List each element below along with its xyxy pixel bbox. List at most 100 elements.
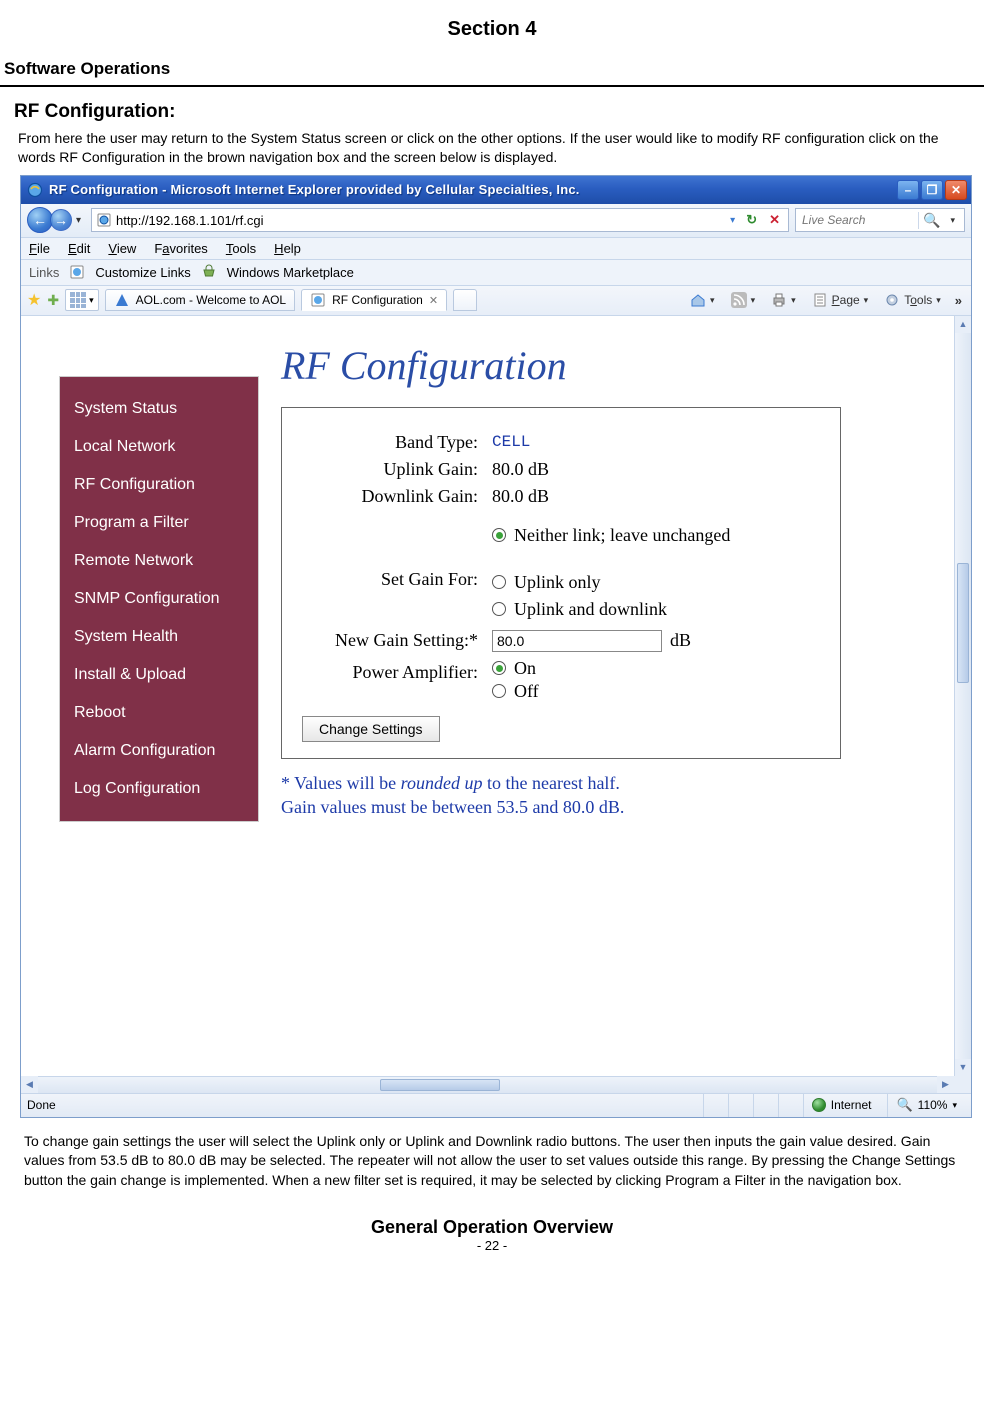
footer-title: General Operation Overview xyxy=(0,1217,984,1238)
radio-icon xyxy=(492,684,506,698)
radio-pa-off[interactable]: Off xyxy=(492,681,820,702)
page-menu[interactable]: Page▾ xyxy=(807,292,874,308)
home-icon xyxy=(690,292,706,308)
footer-page: - 22 - xyxy=(0,1238,984,1253)
horizontal-scrollbar[interactable]: ◀ ▶ xyxy=(21,1076,971,1093)
tab-rf-config[interactable]: RF Configuration ✕ xyxy=(301,289,447,311)
address-bar[interactable]: ▾ ↻ ✕ xyxy=(91,208,789,232)
sidebar-item-snmp-config[interactable]: SNMP Configuration xyxy=(72,581,248,617)
band-type-label: Band Type: xyxy=(302,432,492,453)
menu-edit[interactable]: Edit xyxy=(68,241,90,256)
new-gain-label: New Gain Setting:* xyxy=(302,630,492,651)
radio-pa-on-label: On xyxy=(514,658,536,679)
radio-icon xyxy=(492,575,506,589)
downlink-gain-label: Downlink Gain: xyxy=(302,486,492,507)
sidebar-item-rf-configuration[interactable]: RF Configuration xyxy=(72,467,248,503)
set-gain-label: Set Gain For: xyxy=(302,525,492,590)
radio-neither[interactable]: Neither link; leave unchanged xyxy=(492,525,820,546)
page-menu-icon xyxy=(812,292,828,308)
sidebar-item-reboot[interactable]: Reboot xyxy=(72,695,248,731)
tab-close-icon[interactable]: ✕ xyxy=(429,294,438,307)
hscroll-thumb[interactable] xyxy=(380,1079,500,1091)
toolbar-overflow[interactable]: » xyxy=(952,293,965,308)
feeds-button[interactable]: ▾ xyxy=(726,292,761,308)
window-title: RF Configuration - Microsoft Internet Ex… xyxy=(49,182,580,197)
menu-help[interactable]: Help xyxy=(274,241,301,256)
refresh-button[interactable]: ↻ xyxy=(742,212,761,228)
page-icon xyxy=(96,212,112,228)
radio-neither-label: Neither link; leave unchanged xyxy=(514,525,730,546)
status-sep1 xyxy=(703,1094,720,1117)
note-2: Gain values must be between 53.5 and 80.… xyxy=(281,797,624,817)
title-bar: RF Configuration - Microsoft Internet Ex… xyxy=(21,176,971,204)
menu-file[interactable]: File xyxy=(29,241,50,256)
zoom-value: 110% xyxy=(918,1098,948,1112)
sidebar-item-system-status[interactable]: System Status xyxy=(72,391,248,427)
sidebar-item-local-network[interactable]: Local Network xyxy=(72,429,248,465)
tools-menu[interactable]: Tools▾ xyxy=(879,292,946,308)
subheading: Software Operations xyxy=(4,59,984,79)
link-customize[interactable]: Customize Links xyxy=(95,265,190,280)
menu-view[interactable]: View xyxy=(108,241,136,256)
nav-bar: ← → ▾ ▾ ↻ ✕ 🔍 ▾ xyxy=(21,204,971,238)
nav-history-dropdown[interactable]: ▾ xyxy=(72,215,85,226)
tab-aol-label: AOL.com - Welcome to AOL xyxy=(136,293,287,307)
tabs-bar: ★ ✚ ▾ AOL.com - Welcome to AOL RF Config… xyxy=(21,286,971,316)
add-favorite-button[interactable]: ✚ xyxy=(47,292,59,309)
close-button[interactable]: ✕ xyxy=(945,180,967,200)
pa-label: Power Amplifier: xyxy=(302,658,492,683)
page-menu-label: Page xyxy=(832,293,860,307)
search-button[interactable]: 🔍 xyxy=(918,212,944,229)
tab-rf-config-label: RF Configuration xyxy=(332,293,423,307)
scroll-thumb[interactable] xyxy=(957,563,969,683)
maximize-button[interactable]: ❐ xyxy=(921,180,943,200)
menu-favorites[interactable]: Favorites xyxy=(154,241,207,256)
unit-db: dB xyxy=(670,630,691,651)
quick-tabs-button[interactable]: ▾ xyxy=(65,289,99,311)
scroll-left-button[interactable]: ◀ xyxy=(21,1076,38,1093)
status-sep3 xyxy=(753,1094,770,1117)
scroll-up-button[interactable]: ▲ xyxy=(955,316,971,333)
forward-button[interactable]: → xyxy=(50,209,72,231)
status-done: Done xyxy=(27,1094,64,1117)
sidebar-item-install-upload[interactable]: Install & Upload xyxy=(72,657,248,693)
page-content: System Status Local Network RF Configura… xyxy=(21,316,954,1076)
tab-aol[interactable]: AOL.com - Welcome to AOL xyxy=(105,289,296,311)
links-label: Links xyxy=(29,265,59,280)
search-input[interactable] xyxy=(802,213,912,227)
sidebar-item-system-health[interactable]: System Health xyxy=(72,619,248,655)
vertical-scrollbar[interactable]: ▲ ▼ xyxy=(954,316,971,1076)
radio-icon xyxy=(492,661,506,675)
radio-uplink[interactable]: Uplink only xyxy=(492,572,820,593)
radio-icon xyxy=(492,528,506,542)
scroll-right-button[interactable]: ▶ xyxy=(937,1076,954,1093)
search-box[interactable]: 🔍 ▾ xyxy=(795,208,965,232)
link-marketplace[interactable]: Windows Marketplace xyxy=(227,265,354,280)
intro-text: From here the user may return to the Sys… xyxy=(18,129,970,167)
minimize-button[interactable]: – xyxy=(897,180,919,200)
stop-button[interactable]: ✕ xyxy=(765,212,784,228)
url-input[interactable] xyxy=(116,210,723,230)
sidebar-item-program-filter[interactable]: Program a Filter xyxy=(72,505,248,541)
sidebar-item-remote-network[interactable]: Remote Network xyxy=(72,543,248,579)
menu-tools[interactable]: Tools xyxy=(226,241,256,256)
favorites-center-button[interactable]: ★ xyxy=(27,290,41,310)
change-settings-button[interactable]: Change Settings xyxy=(302,716,440,742)
radio-both[interactable]: Uplink and downlink xyxy=(492,599,820,620)
sidebar-item-log-config[interactable]: Log Configuration xyxy=(72,771,248,807)
scroll-down-button[interactable]: ▼ xyxy=(955,1059,971,1076)
url-dropdown[interactable]: ▾ xyxy=(727,215,738,226)
links-bar: Links Customize Links Windows Marketplac… xyxy=(21,260,971,286)
radio-pa-on[interactable]: On xyxy=(492,658,820,679)
zoom-control[interactable]: 🔍 110% ▾ xyxy=(887,1094,965,1117)
downlink-gain-value: 80.0 dB xyxy=(492,486,820,507)
search-dropdown[interactable]: ▾ xyxy=(950,215,955,226)
print-button[interactable]: ▾ xyxy=(766,292,801,308)
note: * Values will be rounded up to the neare… xyxy=(281,771,841,820)
page-icon xyxy=(310,292,326,308)
sidebar-item-alarm-config[interactable]: Alarm Configuration xyxy=(72,733,248,769)
new-tab-button[interactable] xyxy=(453,289,477,311)
new-gain-input[interactable] xyxy=(492,630,662,652)
home-button[interactable]: ▾ xyxy=(685,292,720,308)
note-1b: to the nearest half. xyxy=(482,773,619,793)
